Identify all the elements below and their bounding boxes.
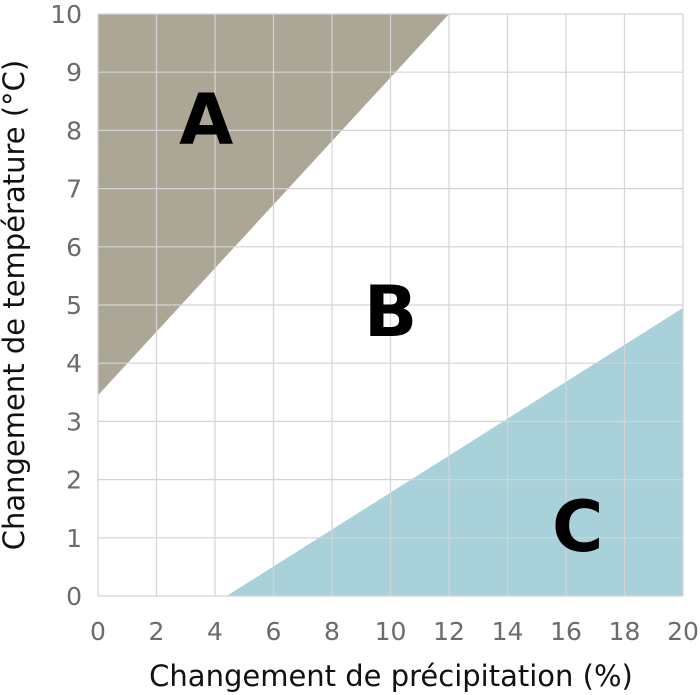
y-tick-label: 6 [66,233,82,262]
x-tick-label: 20 [667,617,699,646]
x-tick-label: 10 [375,617,407,646]
y-tick-label: 10 [50,0,82,29]
region-labels: A B C [179,79,603,568]
y-tick-label: 4 [66,349,82,378]
y-tick-label: 5 [66,291,82,320]
x-axis-label: Changement de précipitation (%) [149,659,633,693]
region-c-area [226,307,683,596]
x-tick-label: 12 [433,617,465,646]
region-label-b: B [364,271,417,353]
y-axis-label: Changement de température (°C) [0,60,31,550]
chart-grid [97,13,684,597]
x-tick-label: 6 [266,617,282,646]
x-tick-label: 16 [550,617,582,646]
x-tick-label: 4 [207,617,223,646]
y-tick-label: 0 [66,582,82,611]
x-tick-label: 8 [324,617,340,646]
y-tick-label: 2 [66,466,82,495]
x-axis-ticks: 0 2 4 6 8 10 12 14 16 18 20 [90,617,699,646]
y-tick-label: 9 [66,58,82,87]
y-tick-label: 7 [66,175,82,204]
x-tick-label: 2 [149,617,165,646]
region-label-a: A [179,79,233,161]
y-tick-label: 8 [66,116,82,145]
region-label-c: C [552,486,603,568]
y-tick-label: 1 [66,524,82,553]
y-axis-ticks: 0 1 2 3 4 5 6 7 8 9 10 [50,0,82,611]
y-tick-label: 3 [66,407,82,436]
x-tick-label: 0 [90,617,106,646]
x-tick-label: 14 [492,617,524,646]
x-tick-label: 18 [609,617,641,646]
